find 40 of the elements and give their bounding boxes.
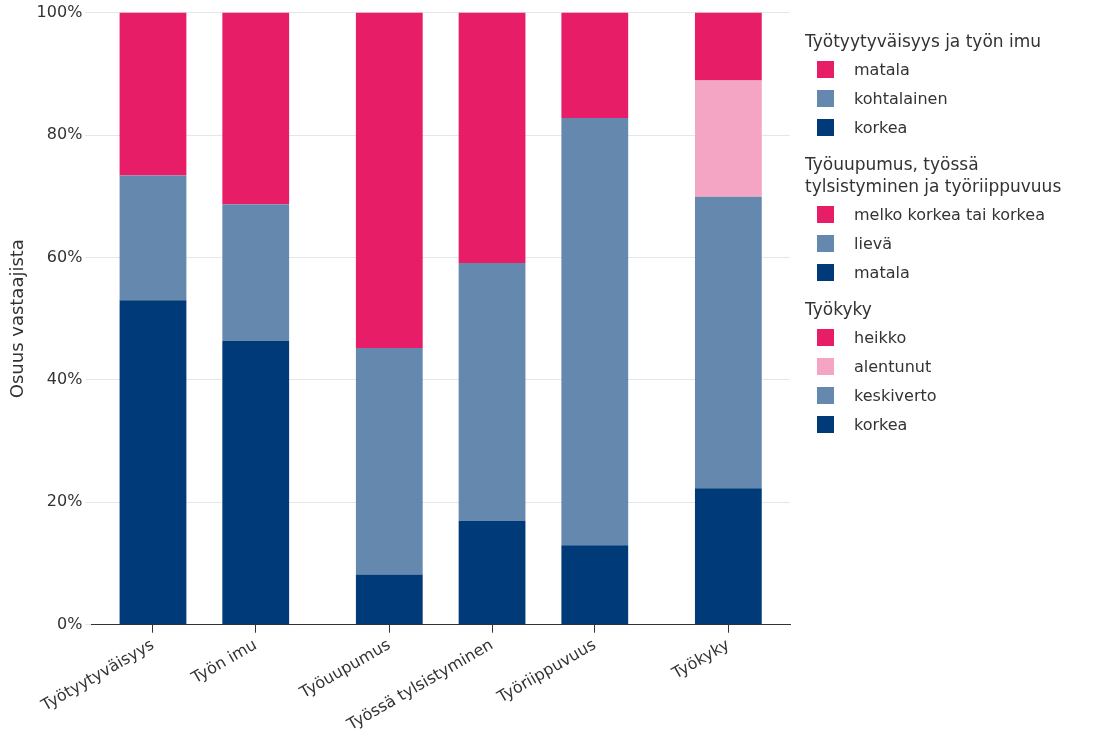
bar [694, 488, 762, 625]
bar [458, 262, 526, 521]
legend-label: matala [854, 263, 910, 283]
legend-label: alentunut [854, 357, 932, 377]
text: Työuupumus, työssä tylsistyminen ja työriippuvuus [805, 154, 1062, 197]
bar [694, 12, 762, 81]
bar [561, 117, 629, 546]
legend-label: melko korkea tai korkea [854, 205, 1045, 225]
legend-label: kohtalainen [854, 89, 948, 109]
y-tick-label: 40% [46, 369, 83, 389]
y-axis-title: Osuus vastaajista [6, 239, 28, 399]
bar [355, 348, 423, 575]
legend-label: matala [854, 60, 910, 80]
y-tick-label: 100% [36, 1, 83, 21]
bar [119, 300, 187, 625]
y-tick-label: 80% [46, 124, 83, 144]
legend-label: korkea [854, 415, 908, 435]
bar [694, 80, 762, 197]
text: Työkyky [805, 299, 872, 320]
bar [119, 175, 187, 301]
y-tick-label: 60% [46, 246, 83, 266]
bar [694, 196, 762, 489]
bar [458, 520, 526, 625]
bar [222, 204, 290, 341]
bar [355, 574, 423, 625]
legend-label: korkea [854, 118, 908, 138]
bar [458, 12, 526, 263]
text: Työtyytyväisyys ja työn imu [805, 31, 1042, 51]
x-tick-label: Työn imu [187, 634, 260, 688]
legend-label: heikko [854, 328, 907, 348]
y-tick-label: 0% [56, 613, 83, 633]
legend-label: keskiverto [854, 386, 937, 406]
bar [222, 340, 290, 625]
legend-label: lievä [854, 234, 893, 254]
bar [561, 545, 629, 625]
bar [355, 12, 423, 349]
y-tick-label: 20% [46, 491, 83, 511]
bar [222, 12, 290, 205]
bar [119, 12, 187, 176]
bar [561, 12, 629, 118]
